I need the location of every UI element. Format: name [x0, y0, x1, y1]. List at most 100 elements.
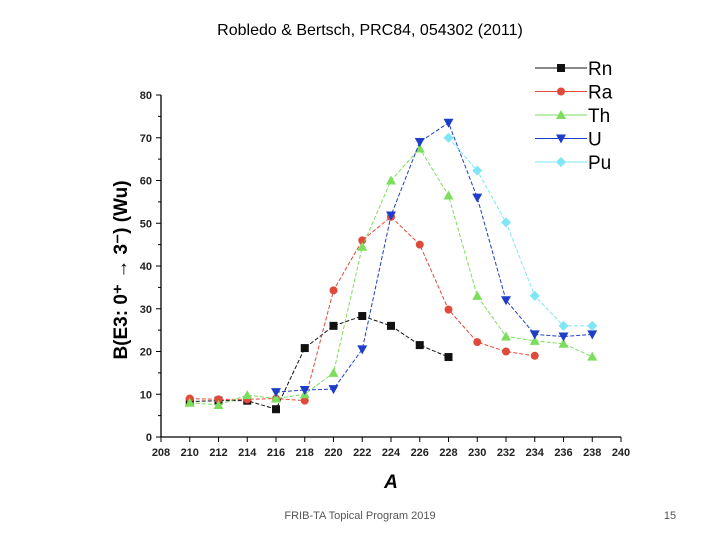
data-point: [444, 305, 453, 314]
x-tick-label: 228: [439, 447, 457, 459]
data-point: [502, 347, 510, 356]
data-point: [387, 321, 395, 330]
data-point: [529, 290, 540, 301]
series-ra: [185, 212, 539, 405]
data-point: [473, 338, 482, 347]
slide-title: Robledo & Bertsch, PRC84, 054302 (2011): [217, 22, 523, 39]
data-point: [357, 241, 368, 251]
data-point: [443, 118, 454, 128]
x-tick-label: 218: [296, 447, 314, 459]
series-line-u: [275, 122, 593, 393]
data-point: [529, 335, 540, 345]
y-tick-label: 20: [140, 347, 152, 359]
data-point: [501, 331, 511, 341]
series-th: [184, 143, 598, 409]
legend-entry-u: U: [535, 130, 602, 151]
y-tick-label: 80: [140, 90, 152, 102]
data-point: [329, 321, 338, 330]
y-tick-label: 60: [140, 176, 152, 188]
y-tick-label: 70: [140, 133, 152, 145]
data-point: [472, 290, 483, 300]
x-tick-label: 224: [382, 447, 401, 459]
series-rn: [185, 312, 453, 414]
data-point: [213, 399, 224, 409]
data-point: [357, 345, 368, 355]
x-tick-label: 232: [497, 447, 515, 459]
data-point: [184, 397, 195, 407]
legend-entry-ra: Ra: [535, 83, 613, 104]
y-axis-title: B(E3: 0⁺ → 3⁻) (Wu): [111, 180, 132, 359]
data-point: [415, 341, 424, 350]
data-point: [444, 353, 453, 362]
x-tick-label: 212: [209, 447, 227, 459]
data-point: [329, 286, 338, 295]
data-point: [558, 332, 569, 342]
series-line-th: [189, 147, 593, 406]
legend-marker: [557, 87, 565, 96]
data-point: [299, 385, 310, 395]
data-point: [272, 405, 280, 414]
y-tick-label: 50: [140, 218, 152, 230]
x-tick-label: 220: [324, 447, 342, 459]
x-tick-label: 230: [468, 447, 486, 459]
x-tick-label: 238: [583, 447, 601, 459]
data-point: [300, 396, 309, 405]
legend-label: U: [588, 130, 602, 151]
data-point: [386, 175, 396, 185]
series-pu: [443, 132, 598, 331]
data-point: [587, 351, 598, 361]
legend-entry-rn: Rn: [535, 59, 612, 80]
x-tick-label: 236: [554, 447, 572, 459]
data-point: [300, 344, 309, 353]
x-axis-title: A: [383, 472, 398, 493]
data-point: [386, 211, 396, 221]
data-point: [443, 190, 454, 200]
legend-entry-pu: Pu: [535, 153, 611, 174]
chart-tick-labels: 0 10 20 30 40 50 60 70 80 208 210 212 214 216 218 220 22…: [140, 90, 630, 459]
data-point: [501, 217, 511, 228]
legend-label: Ra: [588, 83, 613, 104]
data-point: [242, 390, 253, 400]
legend-label: Th: [588, 106, 610, 127]
legend-marker: [556, 157, 566, 167]
data-point: [328, 367, 339, 377]
data-point: [472, 165, 483, 176]
x-tick-label: 210: [181, 447, 199, 459]
x-tick-label: 222: [353, 447, 371, 459]
data-point: [214, 395, 223, 404]
series-line-pu: [448, 137, 593, 327]
data-point: [472, 193, 483, 203]
y-tick-label: 30: [140, 304, 152, 316]
data-point: [328, 385, 339, 395]
chart-series: [184, 118, 598, 414]
page-number: 15: [663, 510, 677, 522]
y-tick-label: 40: [140, 261, 152, 273]
chart-axes: [156, 94, 622, 442]
legend-entry-th: Th: [535, 106, 610, 127]
y-tick-label: 0: [146, 432, 152, 444]
data-point: [558, 338, 569, 348]
data-point: [414, 138, 425, 148]
data-point: [358, 312, 367, 321]
data-point: [530, 351, 539, 360]
data-point: [558, 320, 569, 331]
y-tick-label: 10: [140, 389, 152, 401]
data-point: [415, 240, 424, 249]
legend-marker: [557, 64, 565, 72]
legend-label: Pu: [588, 153, 611, 174]
data-point: [358, 236, 367, 245]
x-tick-label: 214: [238, 447, 257, 459]
series-u: [271, 118, 598, 398]
slide-footer: FRIB-TA Topical Program 2019: [284, 510, 436, 522]
data-point: [587, 330, 598, 340]
x-tick-label: 226: [411, 447, 429, 459]
data-point: [529, 330, 540, 340]
x-tick-label: 216: [267, 447, 285, 459]
series-line-rn: [189, 315, 449, 410]
data-point: [587, 320, 598, 331]
legend-marker: [556, 110, 566, 119]
legend-marker: [556, 134, 566, 144]
data-point: [271, 393, 281, 403]
